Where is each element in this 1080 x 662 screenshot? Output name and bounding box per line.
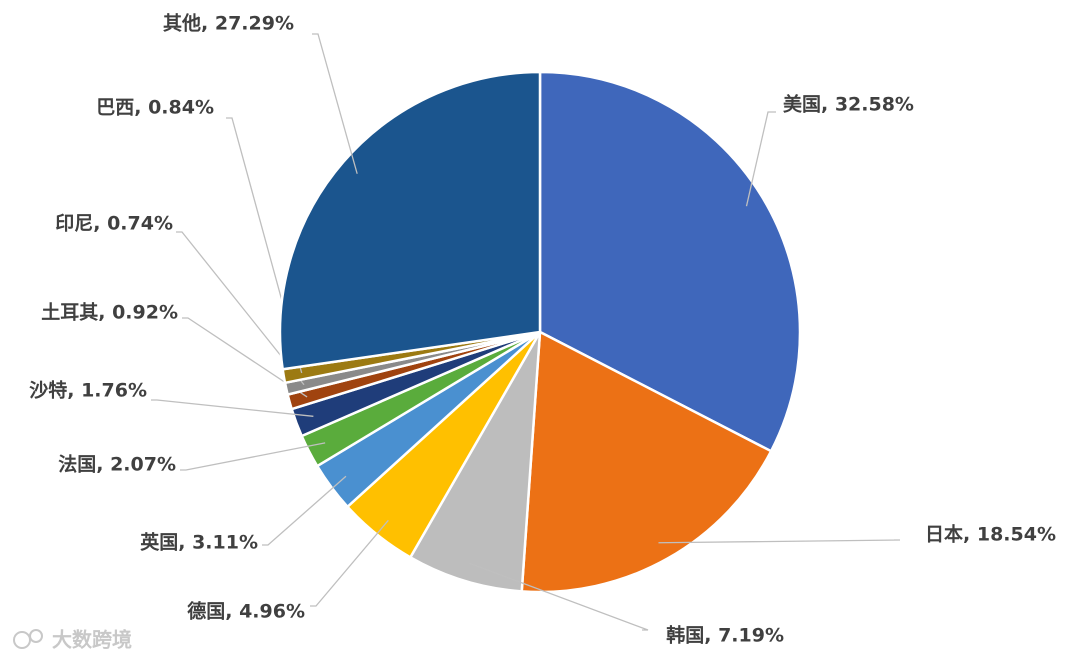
data-label: 美国, 32.58% (783, 93, 914, 116)
data-label: 德国, 4.96% (187, 600, 305, 623)
pie-slice (408, 331, 542, 593)
data-label: 土耳其, 0.92% (41, 302, 178, 324)
leader-line (182, 317, 308, 398)
leader-line (176, 231, 305, 386)
leader-line (745, 111, 776, 207)
leader-line (312, 33, 358, 174)
leader-line (658, 539, 901, 544)
leader-line (262, 475, 347, 546)
data-label: 韩国, 7.19% (666, 624, 784, 647)
data-label: 其他, 27.29% (163, 12, 294, 35)
watermark: 大数跨境 (52, 628, 132, 652)
pie-slice (520, 330, 773, 594)
data-label: 印尼, 0.74% (55, 213, 173, 235)
data-label: 法国, 2.07% (58, 453, 176, 476)
leader-line (226, 117, 303, 374)
pie-slice (278, 70, 542, 371)
leader-line (151, 399, 314, 417)
data-label: 英国, 3.11% (140, 531, 258, 554)
pie-slice (538, 70, 802, 453)
data-label: 日本, 18.54% (925, 523, 1056, 546)
watermark-logo (13, 629, 43, 649)
data-label: 沙特, 1.76% (29, 380, 147, 402)
data-label: 巴西, 0.84% (96, 97, 214, 119)
leader-line (310, 519, 389, 607)
leader-line (469, 562, 649, 631)
leader-line (180, 442, 326, 471)
